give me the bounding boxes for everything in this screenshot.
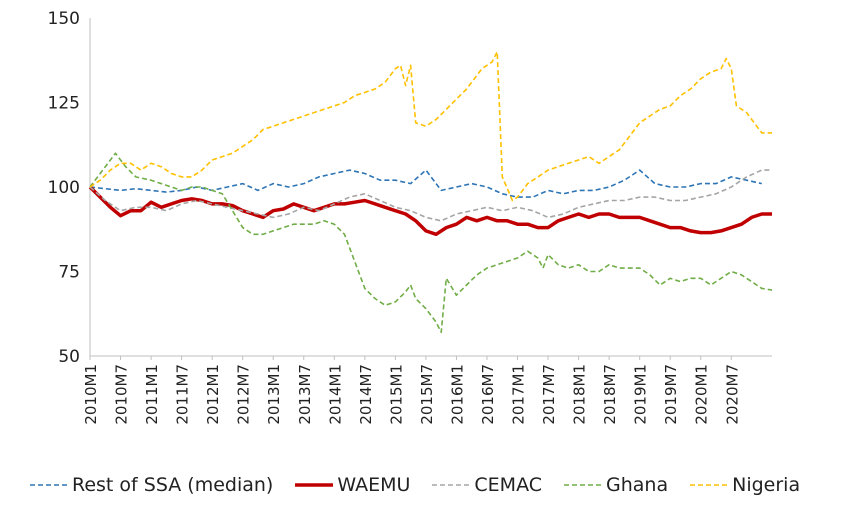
legend-item: WAEMU [295, 474, 410, 496]
legend-swatch [690, 484, 729, 486]
x-tick-label: 2012M1 [204, 364, 222, 425]
series-line-waemu [88, 185, 772, 237]
series-layer [88, 50, 773, 334]
x-tick-label: 2016M7 [479, 364, 497, 425]
x-tick-label: 2010M1 [82, 364, 100, 425]
x-tick-label: 2020M7 [723, 364, 741, 425]
y-tick-label: 100 [48, 178, 80, 198]
legend-item: Rest of SSA (median) [30, 474, 273, 496]
legend-label: CEMAC [474, 474, 543, 496]
x-tick-label: 2010M7 [113, 364, 131, 425]
x-tick-label: 2011M1 [143, 364, 161, 425]
y-tick-label: 75 [58, 263, 80, 283]
legend-label: Ghana [606, 474, 669, 496]
legend-swatch [30, 484, 68, 486]
x-tick-label: 2019M7 [662, 364, 680, 425]
series-line-rest-of-ssa-median [89, 169, 762, 198]
y-tick-label: 150 [48, 9, 80, 29]
legend-label: Nigeria [732, 474, 801, 496]
legend-label: Rest of SSA (median) [72, 474, 274, 496]
x-tick-label: 2017M7 [540, 364, 558, 425]
x-tick-label: 2019M1 [632, 364, 650, 425]
x-tick-label: 2014M1 [326, 364, 344, 425]
x-tick-label: 2015M1 [387, 364, 405, 425]
x-tick-label: 2013M7 [296, 364, 314, 425]
legend-item: CEMAC [432, 474, 542, 496]
x-tick-label: 2017M1 [510, 364, 528, 425]
x-tick-label: 2020M1 [693, 364, 711, 425]
x-tick-label: 2014M7 [357, 364, 375, 425]
x-tick-label: 2015M7 [418, 364, 436, 425]
axes [89, 18, 772, 360]
legend-label: WAEMU [337, 474, 411, 496]
x-tick-labels: 2010M1 2010M7 2011M1 2011M7 2012M1 2012M7 2013… [82, 364, 741, 425]
x-tick-label: 2013M1 [265, 364, 283, 425]
x-tick-label: 2018M7 [601, 364, 619, 425]
legend-item: Nigeria [690, 474, 800, 496]
legend: Rest of SSA (median) WAEMU CEMAC Ghana Niger… [30, 474, 822, 496]
legend-swatch [295, 483, 334, 487]
legend-swatch [564, 484, 603, 486]
series-line-nigeria [89, 50, 772, 202]
x-tick-label: 2016M1 [448, 364, 466, 425]
series-line-ghana [89, 152, 773, 334]
legend-swatch [432, 484, 471, 486]
series-line-cemac [89, 169, 772, 222]
x-tick-label: 2012M7 [235, 364, 253, 425]
legend-item: Ghana [564, 474, 668, 496]
x-tick-label: 2011M7 [174, 364, 192, 425]
y-tick-label: 125 [48, 94, 80, 114]
y-tick-label: 50 [58, 347, 80, 367]
x-tick-label: 2018M1 [571, 364, 589, 425]
y-tick-labels: 50 75 100 125 150 [48, 9, 80, 367]
